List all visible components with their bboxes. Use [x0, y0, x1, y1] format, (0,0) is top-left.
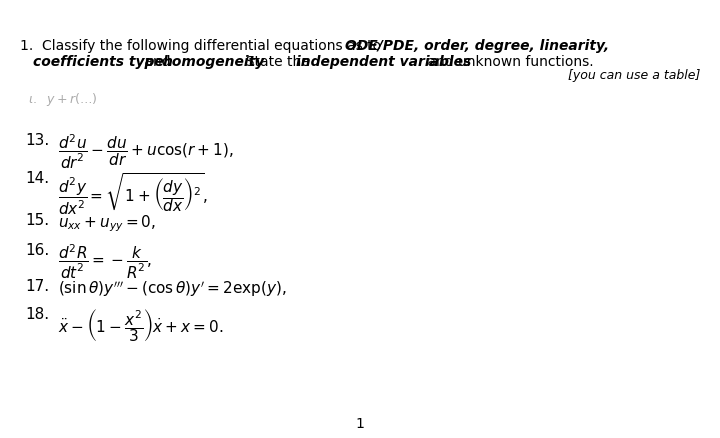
Text: homogeneity: homogeneity [163, 55, 265, 69]
Text: $\iota.$  $y + r(\ldots)$: $\iota.$ $y + r(\ldots)$ [28, 91, 98, 108]
Text: $u_{xx} + u_{yy} = 0,$: $u_{xx} + u_{yy} = 0,$ [58, 212, 156, 233]
Text: 1: 1 [356, 416, 364, 430]
Text: coefficients type: coefficients type [33, 55, 163, 69]
Text: 16.: 16. [25, 243, 49, 258]
Text: 1.  Classify the following differential equations as to: 1. Classify the following differential e… [20, 39, 385, 53]
Text: ODE/PDE, order, degree, linearity,: ODE/PDE, order, degree, linearity, [345, 39, 609, 53]
Text: $(\sin\theta)y^{\prime\prime\prime} - (\cos\theta)y^{\prime} = 2\exp(y),$: $(\sin\theta)y^{\prime\prime\prime} - (\… [58, 279, 287, 298]
Text: 13.: 13. [25, 133, 49, 148]
Text: and: and [140, 55, 175, 69]
Text: 17.: 17. [25, 279, 49, 293]
Text: $\dfrac{d^2R}{dt^2} = -\dfrac{k}{R^2},$: $\dfrac{d^2R}{dt^2} = -\dfrac{k}{R^2},$ [58, 243, 153, 280]
Text: $\dfrac{d^2y}{dx^2} = \sqrt{1+\left(\dfrac{dy}{dx}\right)^2},$: $\dfrac{d^2y}{dx^2} = \sqrt{1+\left(\dfr… [58, 171, 208, 216]
Text: independent variables: independent variables [296, 55, 472, 69]
Text: [you can use a table]: [you can use a table] [567, 69, 700, 82]
Text: and unknown functions.: and unknown functions. [423, 55, 593, 69]
Text: $\dfrac{d^2u}{dr^2} - \dfrac{du}{dr} + u\cos(r+1),$: $\dfrac{d^2u}{dr^2} - \dfrac{du}{dr} + u… [58, 133, 233, 171]
Text: $\ddot{x} - \left(1 - \dfrac{x^2}{3}\right)\dot{x} + x = 0.$: $\ddot{x} - \left(1 - \dfrac{x^2}{3}\rig… [58, 306, 223, 343]
Text: 14.: 14. [25, 171, 49, 186]
Text: . State the: . State the [237, 55, 314, 69]
Text: 15.: 15. [25, 212, 49, 227]
Text: 18.: 18. [25, 306, 49, 321]
